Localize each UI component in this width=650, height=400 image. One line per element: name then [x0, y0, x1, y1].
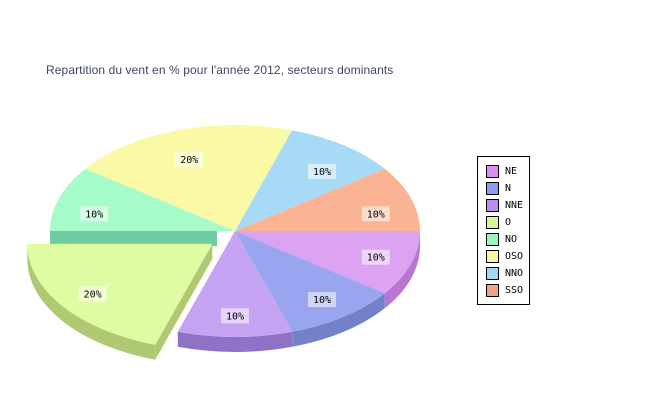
pie-label-O: 20% [78, 286, 107, 302]
pie-slice-N [235, 231, 385, 332]
pie-slice-OSO [85, 125, 293, 231]
legend-item-NO: NO [486, 231, 529, 248]
pie-label-text: 20% [84, 289, 102, 300]
legend-label: NE [505, 166, 518, 177]
pie-label-bg [78, 286, 107, 302]
legend-item-NE: NE [486, 163, 529, 180]
pie-label-bg [175, 151, 204, 167]
legend-item-N: N [486, 180, 529, 197]
pie-label-text: 10% [313, 167, 331, 178]
pie-wall-N [292, 293, 385, 347]
legend-swatch-SSO [486, 284, 499, 297]
legend-label: O [505, 217, 512, 228]
pie-slice-O [27, 243, 213, 345]
pie-label-N: 10% [308, 292, 336, 308]
legend-item-NNO: NNO [486, 265, 529, 282]
pie-label-NNO: 10% [308, 163, 336, 179]
legend-swatch-OSO [486, 250, 499, 263]
pie-label-bg [80, 206, 109, 222]
legend-swatch-NNO [486, 267, 499, 280]
pie-slice-NNO [235, 130, 385, 231]
legend-item-SSO: SSO [486, 282, 529, 299]
pie-label-text: 10% [367, 209, 385, 220]
pie-label-text: 10% [313, 295, 331, 306]
legend-swatch-NE [486, 165, 499, 178]
pie-label-text: 10% [226, 311, 244, 322]
pie-label-bg [361, 249, 390, 265]
legend-swatch-NO [486, 233, 499, 246]
legend-label: NNO [505, 268, 524, 279]
pie-wall-O [27, 243, 156, 360]
pie-wall-NNE [177, 331, 293, 352]
legend-label: OSO [505, 251, 524, 262]
pie-cut-face-O [155, 243, 213, 360]
pie-label-NE: 10% [361, 249, 390, 265]
legend-swatch-N [486, 182, 499, 195]
pie-label-bg [308, 163, 336, 179]
pie-slice-NE [235, 231, 420, 294]
legend-label: NNE [505, 200, 524, 211]
pie-label-bg [308, 292, 336, 308]
pie-label-text: 10% [367, 253, 385, 264]
pie-label-NO: 10% [80, 206, 109, 222]
legend-item-OSO: OSO [486, 248, 529, 265]
legend-swatch-NNE [486, 199, 499, 212]
pie-label-NNE: 10% [221, 308, 249, 324]
pie-slice-NNE [177, 231, 293, 337]
pie-label-SSO: 10% [361, 206, 390, 222]
legend-label: SSO [505, 285, 524, 296]
pie-cut-face-NO [50, 231, 217, 246]
pie-label-bg [221, 308, 249, 324]
legend-box: NE N NNE O NO OSO NNO SSO [477, 156, 530, 305]
legend-item-NNE: NNE [486, 197, 529, 214]
legend-item-O: O [486, 214, 529, 231]
legend-label: NO [505, 234, 518, 245]
legend-label: N [505, 183, 512, 194]
pie-label-text: 10% [85, 209, 103, 220]
legend-swatch-O [486, 216, 499, 229]
pie-label-OSO: 20% [175, 151, 204, 167]
pie-label-text: 20% [180, 155, 198, 166]
chart-title: Repartition du vent en % pour l'année 20… [46, 63, 394, 77]
pie-label-bg [361, 206, 390, 222]
pie-wall-NE [384, 231, 420, 309]
